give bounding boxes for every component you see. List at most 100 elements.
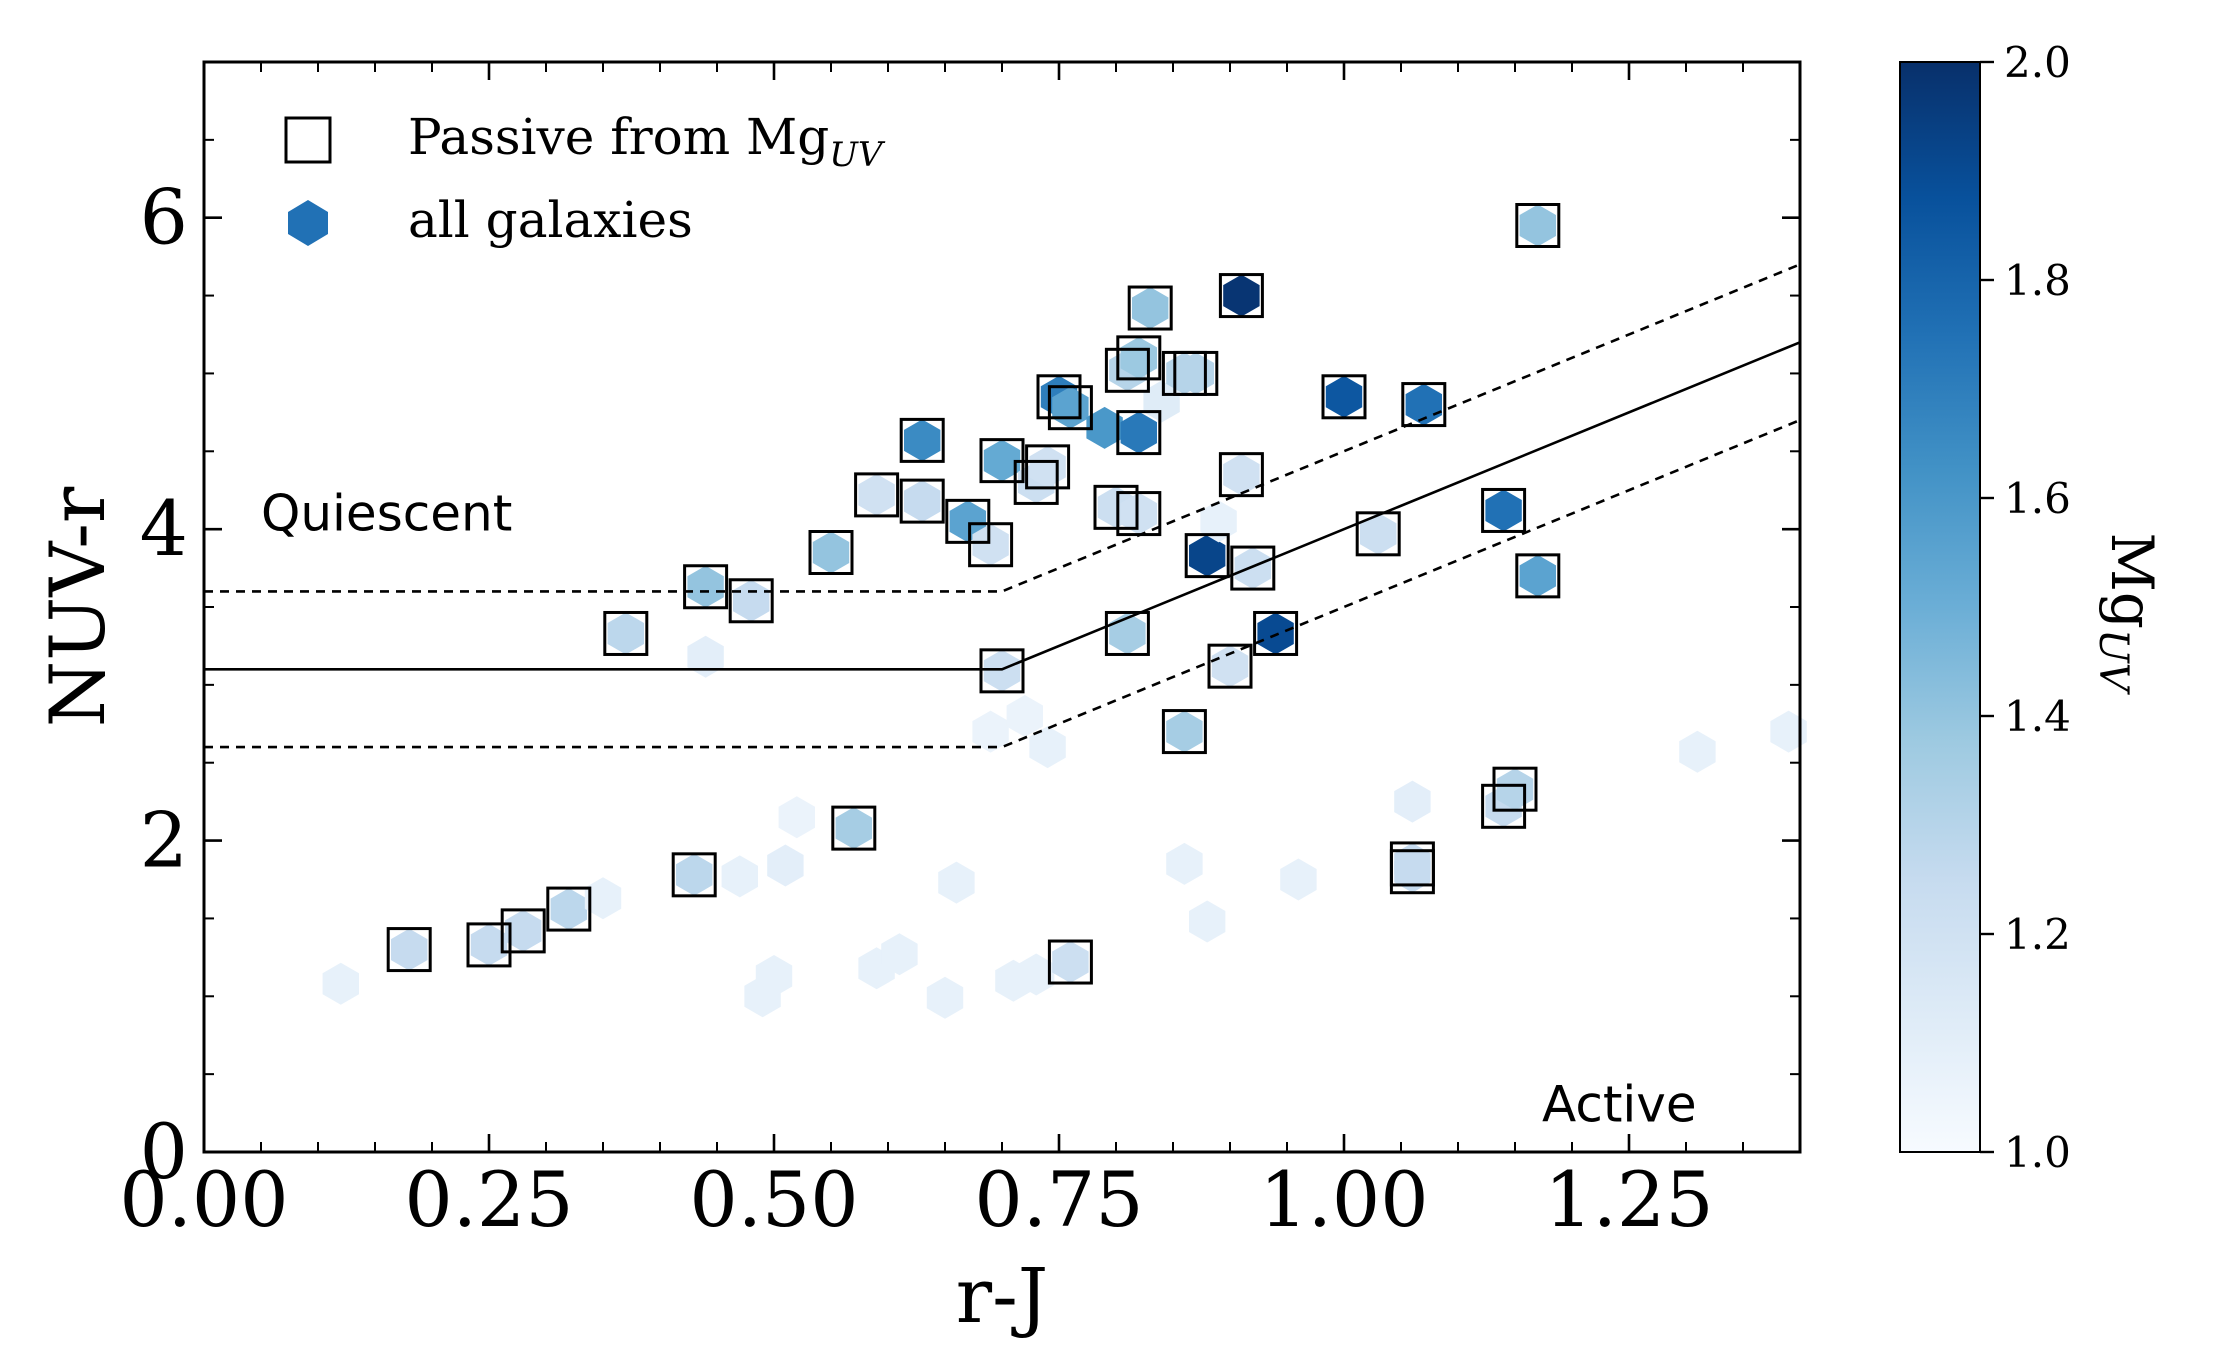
- galaxy-point: [983, 649, 1021, 692]
- legend-marker-hexagon: [288, 200, 328, 246]
- passive-marker: [1013, 459, 1059, 505]
- x-tick-label: 0.00: [119, 1155, 288, 1244]
- passive-marker: [1127, 285, 1173, 331]
- galaxy-point: [1052, 941, 1089, 983]
- passive-marker: [1492, 766, 1538, 812]
- galaxy-point: [1360, 512, 1397, 555]
- galaxy-point: [721, 855, 758, 898]
- galaxy-point: [1325, 375, 1363, 418]
- passive-marker: [1253, 610, 1299, 656]
- passive-marker: [1104, 347, 1150, 393]
- passive-marker: [1207, 643, 1253, 689]
- colorbar-tick-label: 1.2: [2004, 910, 2071, 959]
- galaxy-point: [904, 419, 941, 462]
- passive-marker: [1184, 533, 1230, 579]
- galaxy-point: [1211, 645, 1249, 688]
- galaxy-point: [938, 861, 975, 904]
- legend: Passive from MgUV all galaxies: [284, 108, 886, 249]
- galaxy-point: [1189, 534, 1226, 577]
- galaxy-point: [1018, 953, 1055, 996]
- galaxy-point: [1280, 858, 1317, 901]
- colorbar-gradient: [1899, 61, 1981, 1153]
- galaxy-point: [584, 877, 622, 920]
- galaxy-point: [1234, 547, 1271, 590]
- passive-marker: [979, 648, 1025, 694]
- galaxy-point: [926, 976, 964, 1019]
- passive-marker: [854, 472, 900, 518]
- x-axis-label: r-J: [956, 1251, 1048, 1340]
- passive-marker: [1161, 709, 1207, 755]
- colorbar-tick-label: 1.8: [2004, 256, 2071, 305]
- passive-marker: [1355, 511, 1401, 557]
- galaxy-point: [881, 933, 918, 976]
- passive-marker: [1321, 374, 1367, 420]
- colorbar-tick-label: 2.0: [2004, 38, 2071, 87]
- passive-marker: [671, 852, 717, 898]
- galaxy-point: [550, 888, 587, 931]
- passive-marker: [1093, 484, 1139, 530]
- legend-label-passive: Passive from MgUV: [408, 108, 886, 175]
- galaxy-point: [972, 523, 1009, 566]
- selection-lines: [204, 263, 1801, 749]
- passive-marker: [466, 922, 512, 968]
- galaxy-point: [1485, 489, 1522, 532]
- colorbar-ticks: 1.0 1.2 1.4 1.6 1.8 2.0: [1980, 38, 2071, 1177]
- galaxy-point: [470, 923, 508, 966]
- x-tick-label: 0.75: [974, 1155, 1143, 1244]
- passive-marker: [1481, 783, 1527, 829]
- galaxy-point: [607, 612, 644, 655]
- galaxy-point: [1029, 726, 1066, 769]
- galaxy-point: [1223, 274, 1260, 317]
- galaxy-point: [1132, 287, 1169, 329]
- galaxy-point: [1519, 204, 1556, 247]
- galaxy-point: [812, 531, 850, 574]
- passive-marker: [1515, 203, 1561, 248]
- passive-marker: [1036, 374, 1082, 420]
- colorbar: 1.0 1.2 1.4 1.6 1.8 2.0 MgUV: [1899, 38, 2166, 1177]
- galaxy-point: [1394, 850, 1431, 893]
- galaxy-point: [1405, 383, 1442, 426]
- galaxy-point: [676, 853, 713, 896]
- axis-ticks: 0.00 0.25 0.50 0.75 1.00 1.25 0 2 4 6: [119, 62, 1800, 1244]
- y-tick-label: 6: [140, 173, 188, 262]
- galaxy-point: [1257, 612, 1294, 655]
- passive-marker: [1116, 491, 1162, 537]
- galaxy-point: [1394, 780, 1431, 823]
- x-tick-label: 0.25: [404, 1155, 573, 1244]
- galaxy-point: [687, 565, 724, 608]
- passive-marker: [945, 498, 991, 544]
- passive-marker: [808, 530, 854, 575]
- passive-marker: [500, 908, 546, 954]
- galaxy-point: [1189, 900, 1226, 943]
- annotation-active: Active: [1542, 1075, 1697, 1133]
- passive-marker: [899, 478, 945, 524]
- passive-marker: [1116, 335, 1162, 381]
- x-tick-label: 0.50: [689, 1155, 858, 1244]
- galaxy-point: [1166, 842, 1203, 885]
- galaxy-point: [972, 710, 1009, 753]
- passive-marker: [728, 578, 774, 624]
- legend-label-all-galaxies: all galaxies: [408, 191, 693, 249]
- galaxy-point: [778, 796, 815, 839]
- galaxy-point: [767, 844, 804, 887]
- galaxy-point: [391, 928, 428, 971]
- passive-marker: [683, 564, 729, 610]
- passive-marker: [1116, 410, 1162, 456]
- y-axis-label: NUV-r: [33, 486, 122, 727]
- galaxy-point: [1519, 554, 1556, 597]
- passive-marker: [1104, 610, 1150, 656]
- x-tick-label: 1.00: [1259, 1155, 1428, 1244]
- colorbar-tick-label: 1.0: [2004, 1128, 2071, 1177]
- galaxy-point: [904, 480, 941, 523]
- passive-squares: [386, 203, 1561, 985]
- galaxy-point: [755, 955, 793, 997]
- passive-marker: [1515, 553, 1561, 599]
- passive-marker: [1047, 385, 1093, 431]
- passive-marker: [899, 417, 945, 463]
- y-tick-label: 0: [140, 1107, 188, 1196]
- galaxy-point: [322, 962, 359, 1005]
- passive-marker: [1173, 350, 1219, 396]
- scatter-points: [322, 204, 1807, 1019]
- galaxy-point: [687, 635, 724, 678]
